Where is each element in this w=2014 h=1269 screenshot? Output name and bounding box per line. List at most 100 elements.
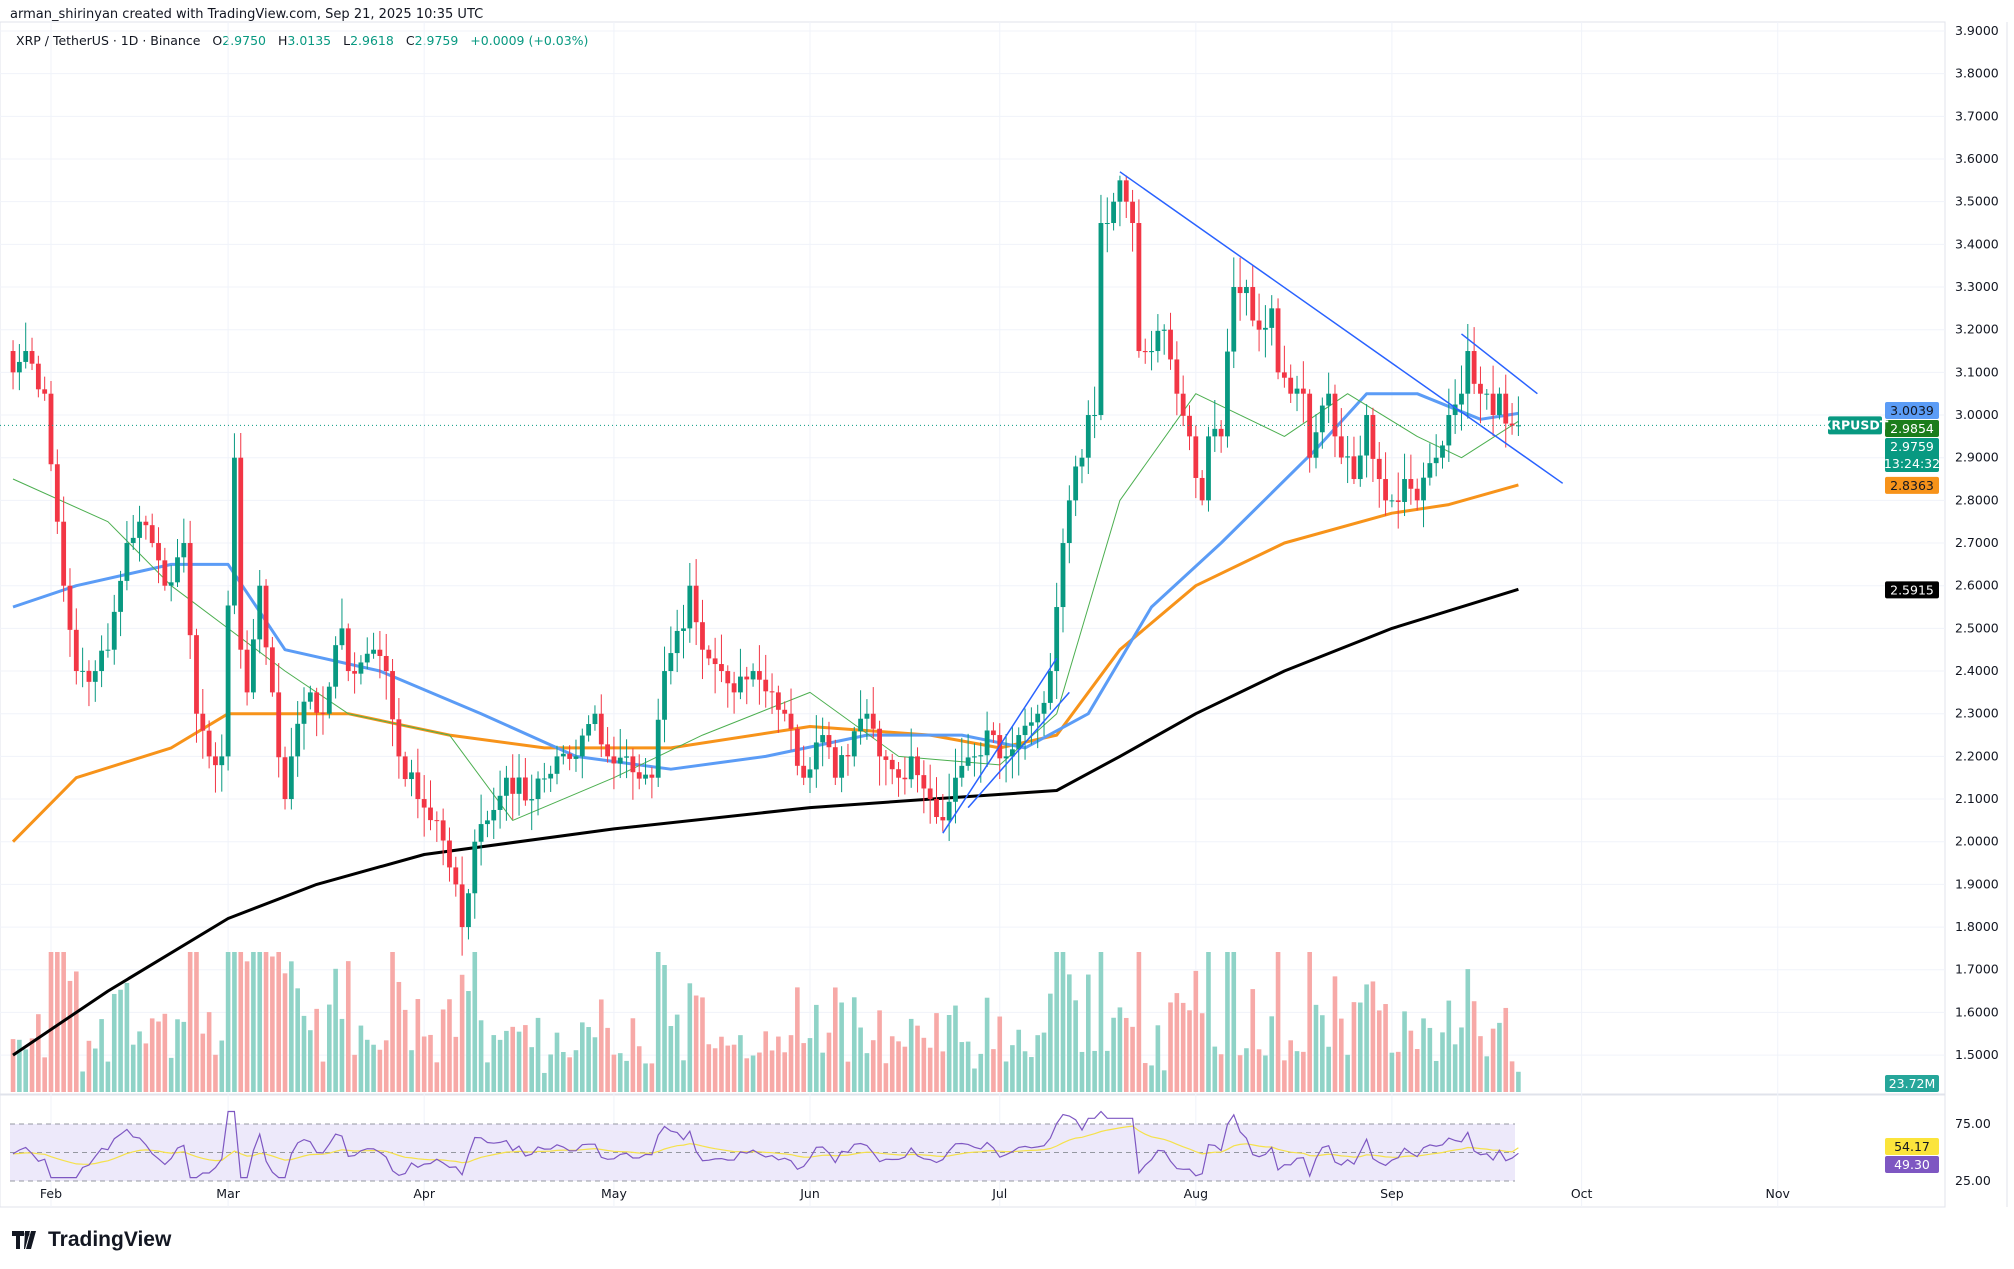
- candle-body: [1060, 543, 1066, 608]
- candle: [288, 727, 294, 810]
- last-price-tag-text: 2.9759: [1890, 439, 1934, 454]
- volume-bar: [187, 952, 193, 1092]
- candle-body: [1136, 223, 1142, 352]
- volume-bar: [1225, 952, 1230, 1092]
- candle-body: [320, 712, 326, 714]
- candle-body: [1187, 415, 1192, 437]
- candle-body: [1010, 749, 1015, 757]
- candle-body: [662, 671, 667, 720]
- candle-body: [908, 756, 914, 780]
- candle: [339, 598, 345, 650]
- candle-body: [16, 361, 22, 373]
- volume-bar: [548, 1054, 553, 1092]
- volume-bar: [308, 1030, 313, 1092]
- candle-body: [864, 713, 870, 719]
- candle: [156, 527, 161, 584]
- candle: [409, 759, 414, 797]
- volume-bar: [858, 1027, 863, 1092]
- volume-bar: [953, 1005, 958, 1092]
- open-label: O: [212, 33, 223, 48]
- candle-body: [1459, 393, 1464, 405]
- candle-body: [1395, 500, 1401, 502]
- candle-body: [1516, 425, 1521, 427]
- candle-body: [390, 671, 395, 720]
- volume-bar: [478, 1020, 484, 1092]
- volume-bar: [750, 1055, 756, 1092]
- candle: [244, 630, 250, 706]
- candle: [1028, 707, 1034, 745]
- candle-body: [232, 457, 237, 606]
- candle-body: [251, 639, 256, 693]
- candle-body: [794, 728, 800, 766]
- candle: [750, 663, 756, 687]
- candle-body: [238, 457, 244, 650]
- volume-bar: [453, 1036, 459, 1092]
- candle-body: [352, 671, 357, 674]
- volume-bar: [80, 1071, 85, 1092]
- volume-bar: [1490, 1028, 1496, 1092]
- y-tick-label: 3.6000: [1955, 151, 1999, 166]
- volume-bar: [598, 999, 604, 1092]
- candle: [1168, 312, 1173, 370]
- candle-body: [1155, 330, 1161, 352]
- volume-bar: [92, 1048, 98, 1092]
- volume-bar: [390, 952, 395, 1092]
- volume-bar: [175, 1019, 180, 1092]
- volume-bar: [251, 952, 256, 1092]
- candle-body: [1218, 428, 1224, 437]
- candle-body: [681, 628, 686, 631]
- volume-bar: [782, 1052, 787, 1092]
- candle: [1161, 324, 1167, 355]
- candle: [567, 745, 573, 771]
- x-tick-label: Aug: [1184, 1186, 1208, 1201]
- volume-bar: [1117, 1007, 1123, 1092]
- candle: [643, 758, 648, 785]
- candle-body: [706, 649, 712, 659]
- volume-bar: [219, 1040, 225, 1092]
- y-tick-label: 2.3000: [1955, 706, 1999, 721]
- volume-bar: [946, 1014, 952, 1092]
- candle: [175, 538, 180, 588]
- symbol-name[interactable]: XRP / TetherUS · 1D · Binance: [16, 33, 201, 48]
- candle: [1022, 708, 1028, 760]
- candle-body: [921, 775, 927, 789]
- candle-body: [333, 645, 339, 687]
- volume-bar: [1509, 1061, 1515, 1092]
- candle-body: [478, 824, 484, 842]
- candle-body: [1098, 223, 1104, 416]
- candle-body: [845, 755, 851, 757]
- candle-body: [560, 753, 566, 757]
- volume-bar: [86, 1040, 92, 1092]
- candle-body: [978, 755, 984, 757]
- volume-bar: [244, 961, 250, 1092]
- candle-body: [73, 629, 79, 672]
- candle: [1016, 727, 1022, 776]
- y-tick-label: 3.4000: [1955, 236, 1999, 251]
- ma50-price-tag-bg: [1885, 402, 1939, 419]
- candle-body: [225, 605, 231, 757]
- rsi-pane-border: [0, 1094, 1946, 1208]
- candle: [541, 762, 547, 793]
- candle-body: [598, 713, 604, 745]
- candle-body: [807, 769, 813, 778]
- candle: [1414, 478, 1420, 511]
- candle: [466, 888, 471, 940]
- volume-bar: [168, 1057, 174, 1092]
- candle: [1364, 404, 1369, 478]
- candle-body: [1085, 415, 1091, 458]
- y-tick-label: 2.9000: [1955, 450, 1999, 465]
- candle-body: [1364, 415, 1369, 456]
- candle: [554, 745, 560, 785]
- candle-body: [269, 647, 275, 693]
- candle: [200, 689, 206, 759]
- candle-body: [763, 679, 769, 692]
- volume-bar: [270, 956, 275, 1092]
- candle-body: [554, 756, 560, 774]
- candle: [1509, 403, 1515, 435]
- candle-body: [194, 635, 199, 714]
- volume-bar: [1136, 952, 1142, 1092]
- volume-bar: [801, 1043, 806, 1092]
- volume-bar: [194, 952, 199, 1092]
- candle-body: [301, 701, 307, 724]
